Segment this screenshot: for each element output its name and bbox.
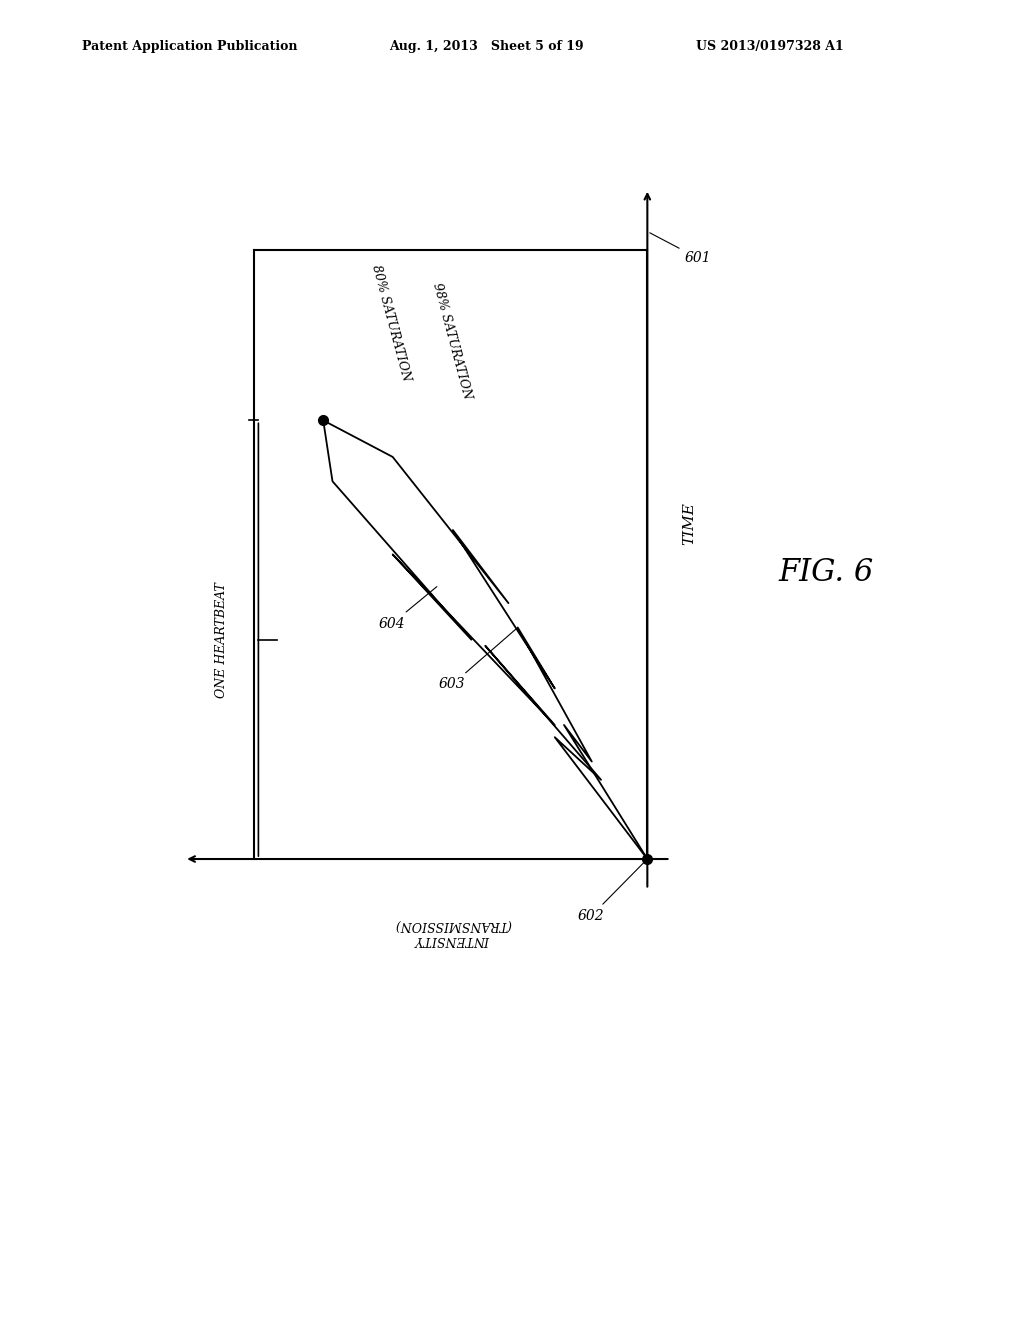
Text: 80% SATURATION: 80% SATURATION xyxy=(370,263,413,383)
Text: TIME: TIME xyxy=(682,503,696,545)
Text: US 2013/0197328 A1: US 2013/0197328 A1 xyxy=(696,40,844,53)
Text: 602: 602 xyxy=(578,861,645,923)
Text: Aug. 1, 2013   Sheet 5 of 19: Aug. 1, 2013 Sheet 5 of 19 xyxy=(389,40,584,53)
Text: 604: 604 xyxy=(379,586,437,631)
Text: 98% SATURATION: 98% SATURATION xyxy=(430,281,473,401)
Text: Patent Application Publication: Patent Application Publication xyxy=(82,40,297,53)
Text: INTENSITY
(TRANSMISSION): INTENSITY (TRANSMISSION) xyxy=(394,919,511,946)
Text: 603: 603 xyxy=(439,630,516,692)
Text: 601: 601 xyxy=(650,232,711,265)
Text: FIG. 6: FIG. 6 xyxy=(778,557,873,587)
Text: ONE HEARTBEAT: ONE HEARTBEAT xyxy=(215,582,228,698)
